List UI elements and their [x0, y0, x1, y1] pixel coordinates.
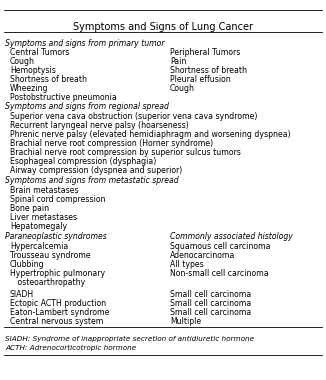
- Text: SIADH: SIADH: [10, 290, 34, 299]
- Text: Hypertrophic pulmonary: Hypertrophic pulmonary: [10, 269, 105, 278]
- Text: Brain metastases: Brain metastases: [10, 186, 79, 195]
- Text: Hypercalcemia: Hypercalcemia: [10, 242, 68, 251]
- Text: Pain: Pain: [170, 57, 186, 66]
- Text: Eaton-Lambert syndrome: Eaton-Lambert syndrome: [10, 308, 110, 317]
- Text: Symptoms and signs from metastatic spread: Symptoms and signs from metastatic sprea…: [5, 176, 179, 185]
- Text: Adenocarcinoma: Adenocarcinoma: [170, 251, 235, 260]
- Text: Multiple: Multiple: [170, 317, 201, 326]
- Text: Non-small cell carcinoma: Non-small cell carcinoma: [170, 269, 269, 278]
- Text: Clubbing: Clubbing: [10, 260, 45, 269]
- Text: Postobstructive pneumonia: Postobstructive pneumonia: [10, 93, 117, 102]
- Text: Bone pain: Bone pain: [10, 204, 49, 213]
- Text: Superior vena cava obstruction (superior vena cava syndrome): Superior vena cava obstruction (superior…: [10, 112, 257, 121]
- Text: Brachial nerve root compression by superior sulcus tumors: Brachial nerve root compression by super…: [10, 148, 241, 157]
- Text: Recurrent laryngeal nerve palsy (hoarseness): Recurrent laryngeal nerve palsy (hoarsen…: [10, 121, 189, 130]
- Text: Spinal cord compression: Spinal cord compression: [10, 195, 106, 204]
- Text: Hepatomegaly: Hepatomegaly: [10, 222, 67, 231]
- Text: Small cell carcinoma: Small cell carcinoma: [170, 308, 251, 317]
- Text: Symptoms and signs from primary tumor: Symptoms and signs from primary tumor: [5, 39, 165, 48]
- Text: osteoarthropathy: osteoarthropathy: [10, 278, 85, 287]
- Text: All types: All types: [170, 260, 204, 269]
- Text: Pleural effusion: Pleural effusion: [170, 75, 231, 84]
- Text: Phrenic nerve palsy (elevated hemidiaphragm and worsening dyspnea): Phrenic nerve palsy (elevated hemidiaphr…: [10, 130, 290, 139]
- Text: Cough: Cough: [170, 84, 195, 93]
- Text: Esophageal compression (dysphagia): Esophageal compression (dysphagia): [10, 157, 156, 166]
- Text: Trousseau syndrome: Trousseau syndrome: [10, 251, 91, 260]
- Text: Peripheral Tumors: Peripheral Tumors: [170, 48, 240, 57]
- Text: Shortness of breath: Shortness of breath: [10, 75, 87, 84]
- Text: Central nervous system: Central nervous system: [10, 317, 103, 326]
- Text: Wheezing: Wheezing: [10, 84, 49, 93]
- Text: Paraneoplastic syndromes: Paraneoplastic syndromes: [5, 232, 107, 241]
- Text: Symptoms and signs from regional spread: Symptoms and signs from regional spread: [5, 102, 169, 111]
- Text: Hemoptysis: Hemoptysis: [10, 66, 56, 75]
- Text: Brachial nerve root compression (Horner syndrome): Brachial nerve root compression (Horner …: [10, 139, 213, 148]
- Text: Ectopic ACTH production: Ectopic ACTH production: [10, 299, 106, 308]
- Text: Symptoms and Signs of Lung Cancer: Symptoms and Signs of Lung Cancer: [73, 22, 253, 32]
- Text: Small cell carcinoma: Small cell carcinoma: [170, 290, 251, 299]
- Text: SIADH: Syndrome of inappropriate secretion of antidiuretic hormone: SIADH: Syndrome of inappropriate secreti…: [5, 336, 254, 342]
- Text: Cough: Cough: [10, 57, 35, 66]
- Text: Liver metastases: Liver metastases: [10, 213, 77, 222]
- Text: Shortness of breath: Shortness of breath: [170, 66, 247, 75]
- Text: Commonly associated histology: Commonly associated histology: [170, 232, 293, 241]
- Text: Airway compression (dyspnea and superior): Airway compression (dyspnea and superior…: [10, 166, 182, 175]
- Text: Central Tumors: Central Tumors: [10, 48, 69, 57]
- Text: Squamous cell carcinoma: Squamous cell carcinoma: [170, 242, 271, 251]
- Text: Small cell carcinoma: Small cell carcinoma: [170, 299, 251, 308]
- Text: ACTH: Adrenocorticotropic hormone: ACTH: Adrenocorticotropic hormone: [5, 345, 136, 351]
